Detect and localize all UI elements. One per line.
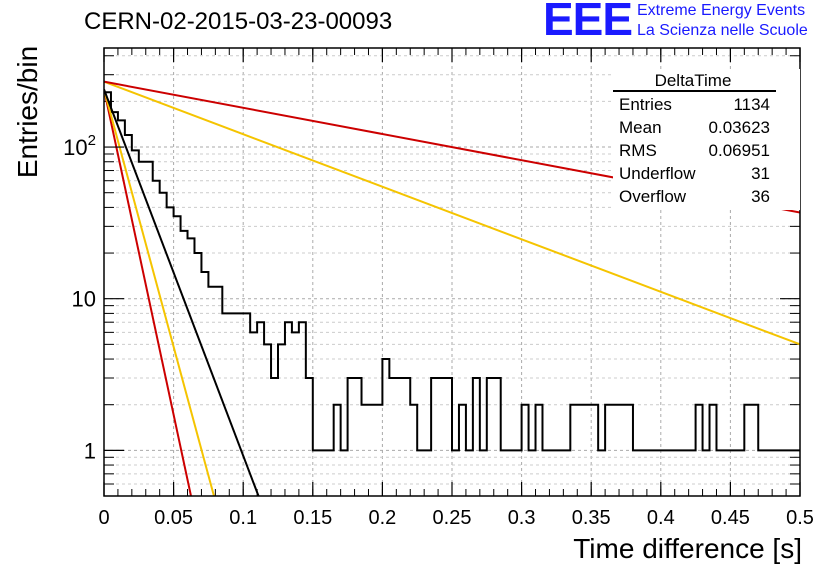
x-tick-label: 0.2 [368,507,396,529]
y-tick-label: 102 [63,132,96,160]
run-title: CERN-02-2015-03-23-00093 [84,8,393,35]
x-tick-label: 0.45 [711,507,750,529]
x-tick-label: 0.1 [229,507,257,529]
x-tick-label: 0.35 [572,507,611,529]
stats-value: 1134 [733,95,770,114]
histogram-outline [104,91,800,452]
x-tick-label: 0.15 [293,507,332,529]
x-tick-label: 0 [98,507,109,529]
fit-line-1 [104,89,192,496]
fit-line-4 [104,80,800,346]
y-tick-label: 1 [84,438,96,463]
x-tick-label: 0.05 [154,507,193,529]
y-axis-label: Entries/bin [12,45,43,179]
stats-value: 0.06951 [709,141,770,160]
logo-subtitle-1: Extreme Energy Events [637,2,806,19]
fit-line-3 [104,89,260,496]
stats-value: 36 [751,187,770,206]
x-tick-label: 0.4 [647,507,675,529]
stats-label: RMS [619,141,657,160]
x-axis-label: Time difference [s] [573,533,802,564]
stats-label: Overflow [619,187,687,206]
eee-logo: EEE [543,0,633,45]
stats-value: 0.03623 [709,118,770,137]
x-tick-label: 0.25 [433,507,472,529]
stats-name: DeltaTime [655,71,732,90]
fit-line-2 [104,89,215,496]
stats-box-bg [613,69,800,210]
stats-value: 31 [751,164,770,183]
stats-label: Entries [619,95,672,114]
x-tick-label: 0.3 [508,507,536,529]
stats-label: Underflow [619,164,696,183]
logo-subtitle-2: La Scienza nelle Scuole [637,22,808,39]
x-tick-label: 0.5 [786,507,814,529]
stats-label: Mean [619,118,662,137]
y-tick-label: 10 [72,287,96,312]
